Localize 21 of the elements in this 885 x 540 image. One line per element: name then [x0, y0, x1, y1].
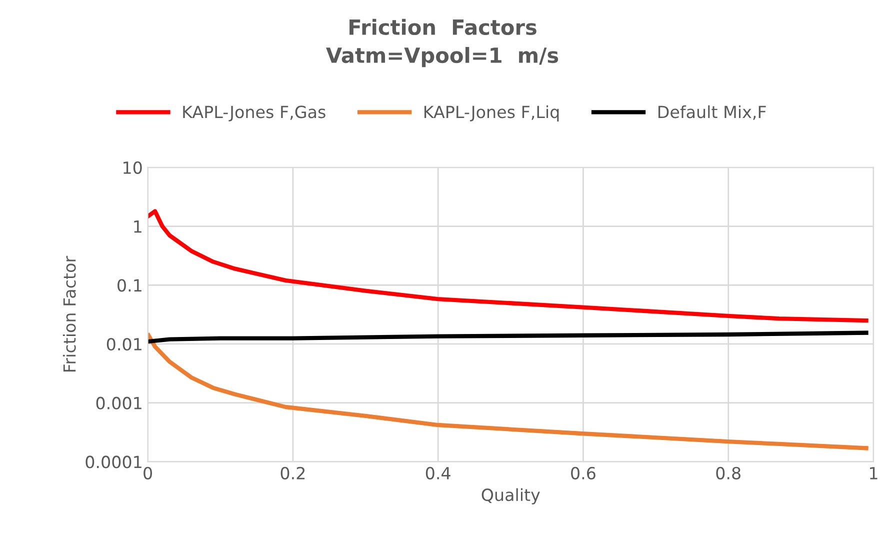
legend-label: KAPL-Jones F,Gas	[183, 106, 326, 122]
legend-label: Default Mix,F	[658, 105, 766, 120]
line-series	[148, 209, 868, 323]
y-tick-label: 0.01	[106, 338, 142, 351]
chart-title: Friction Factors Vatm=Vpool=1 m/s	[326, 18, 558, 68]
x-tick-label: 1	[870, 467, 878, 480]
x-tick-label: 0.8	[716, 466, 740, 480]
y-tick-label: 0.001	[96, 396, 142, 410]
y-tick-label: 1	[134, 220, 142, 233]
x-axis-title: Quality	[482, 488, 540, 504]
x-tick-label: 0.4	[426, 466, 450, 480]
y-tick-label: 0.0001	[86, 456, 142, 468]
y-tick-label: 10	[124, 161, 142, 174]
x-tick-label: 0.6	[571, 466, 596, 480]
line-series	[148, 333, 868, 450]
legend-label: KAPL-Jones F,Liq	[424, 105, 559, 122]
x-tick-label: 0	[144, 466, 152, 480]
line-series	[148, 330, 868, 344]
x-tick-label: 0.2	[280, 466, 305, 480]
y-tick-label: 0.1	[118, 279, 142, 292]
y-axis-title: Friction Factor	[62, 256, 76, 372]
